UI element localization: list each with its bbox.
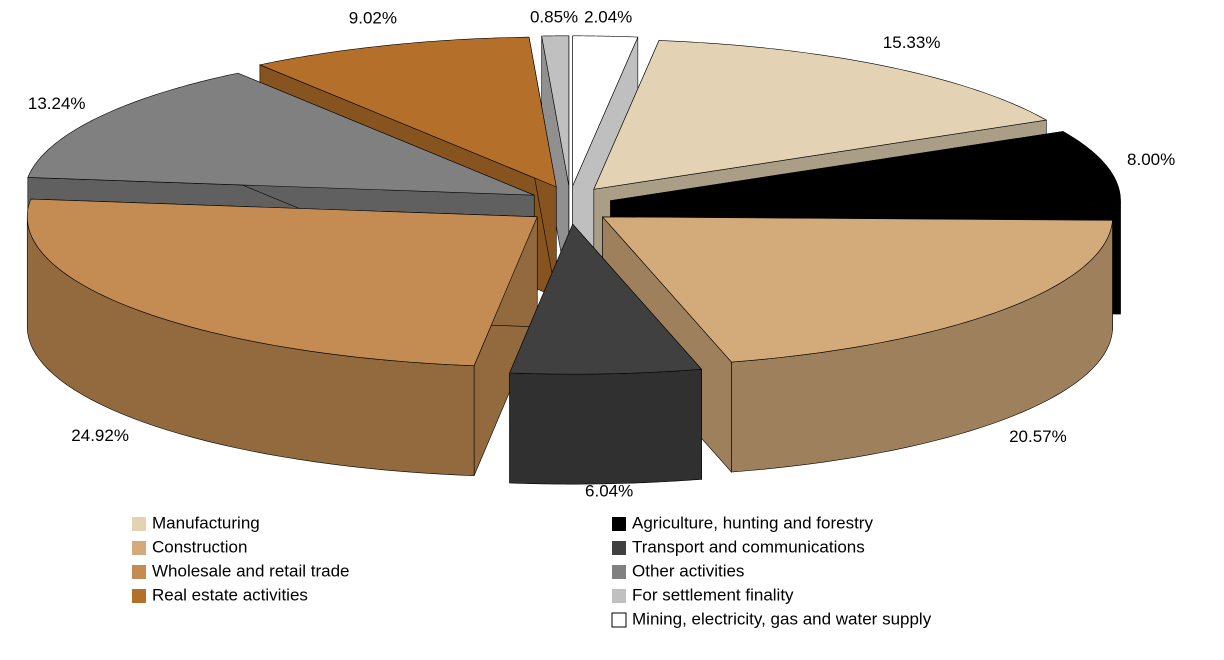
slice	[572, 35, 639, 186]
slice-side	[509, 368, 702, 485]
legend-label: Construction	[152, 537, 247, 556]
slice	[601, 216, 1113, 363]
legend-swatch	[612, 589, 626, 603]
slice	[27, 72, 535, 196]
data-label: 2.04%	[584, 7, 632, 26]
legend-swatch	[132, 517, 146, 531]
data-label: 8.00%	[1127, 150, 1175, 169]
slice	[610, 131, 1121, 205]
legend-swatch	[132, 565, 146, 579]
legend-label: Wholesale and retail trade	[152, 561, 350, 580]
legend-swatch	[132, 589, 146, 603]
legend-swatch	[612, 517, 626, 531]
legend-label: Transport and communications	[632, 537, 865, 556]
legend-label: Real estate activities	[152, 585, 308, 604]
data-label: 15.33%	[883, 33, 941, 52]
slice	[541, 35, 570, 186]
legend-label: Agriculture, hunting and forestry	[632, 513, 873, 532]
legend-label: Mining, electricity, gas and water suppl…	[632, 609, 932, 628]
legend-swatch	[611, 612, 627, 628]
legend-swatch	[612, 565, 626, 579]
legend-swatch	[132, 541, 146, 555]
data-label: 13.24%	[28, 94, 86, 113]
data-label: 0.85%	[530, 7, 578, 26]
data-label: 24.92%	[71, 426, 129, 445]
data-label: 6.04%	[585, 481, 633, 500]
slice	[593, 40, 1048, 190]
legend-label: Other activities	[632, 561, 744, 580]
slice	[26, 198, 538, 366]
slice	[509, 223, 703, 375]
data-label: 9.02%	[349, 8, 397, 27]
data-label: 20.57%	[1009, 427, 1067, 446]
legend-swatch	[612, 541, 626, 555]
slice	[258, 36, 557, 188]
legend-label: Manufacturing	[152, 513, 260, 532]
legend-label: For settlement finality	[632, 585, 794, 604]
